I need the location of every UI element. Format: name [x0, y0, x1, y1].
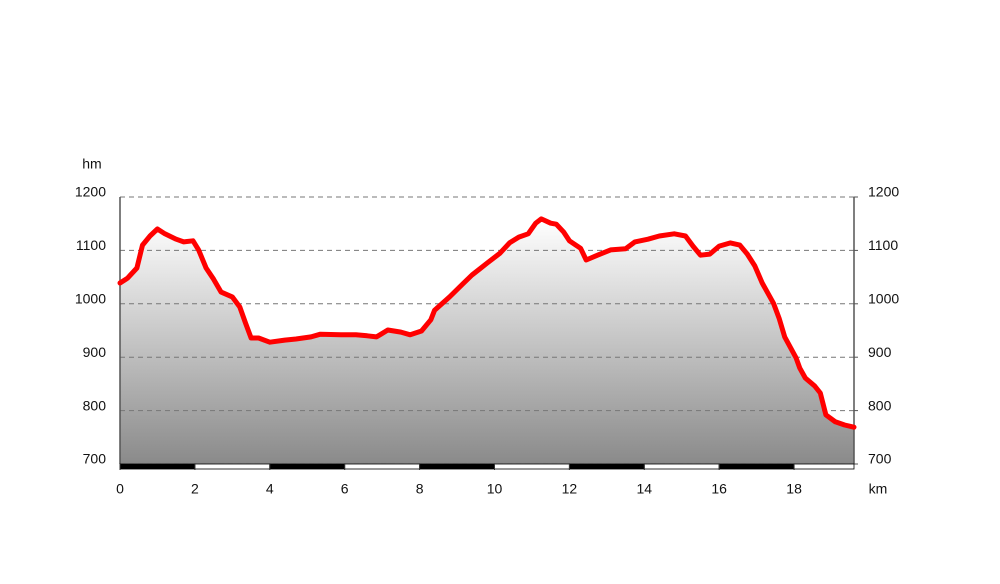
- scale-segment: [718, 463, 795, 470]
- x-tick-label: 14: [636, 481, 652, 497]
- scale-segment: [568, 463, 645, 470]
- elevation-line: [117, 216, 857, 430]
- y2-tick-label: 800: [868, 397, 892, 413]
- x-tick-label: 12: [562, 481, 578, 497]
- x-tick-label: 0: [116, 481, 124, 497]
- x-tick-label: 4: [266, 481, 274, 497]
- x-tick-label: 6: [341, 481, 349, 497]
- scale-segment: [793, 463, 855, 470]
- y-tick-label: 800: [83, 397, 107, 413]
- y-axis-label: hm: [82, 156, 101, 172]
- scale-segment: [494, 463, 570, 470]
- area-fill: [120, 218, 854, 464]
- scale-segment: [344, 463, 420, 470]
- y2-tick-label: 700: [868, 451, 892, 467]
- scale-segment: [269, 463, 346, 470]
- x-tick-label: 10: [487, 481, 503, 497]
- x-tick-label: 2: [191, 481, 199, 497]
- scale-segment: [643, 463, 720, 470]
- y-tick-label: 1000: [75, 291, 106, 307]
- y-tick-label: 1100: [76, 237, 106, 253]
- x-tick-label: 16: [711, 481, 727, 497]
- x-axis-label: km: [869, 481, 888, 497]
- y-tick-label: 700: [83, 451, 107, 467]
- x-tick-label: 18: [786, 481, 802, 497]
- y2-tick-label: 1200: [868, 184, 899, 200]
- y2-tick-label: 1000: [868, 291, 899, 307]
- y2-tick-label: 900: [868, 344, 892, 360]
- scale-segment: [119, 463, 196, 470]
- x-tick-label: 8: [416, 481, 424, 497]
- y-tick-label: 900: [83, 344, 107, 360]
- scale-segment: [419, 463, 495, 470]
- scale-segment: [194, 463, 271, 470]
- y-tick-label: 1200: [75, 184, 106, 200]
- y2-tick-label: 1100: [868, 237, 898, 253]
